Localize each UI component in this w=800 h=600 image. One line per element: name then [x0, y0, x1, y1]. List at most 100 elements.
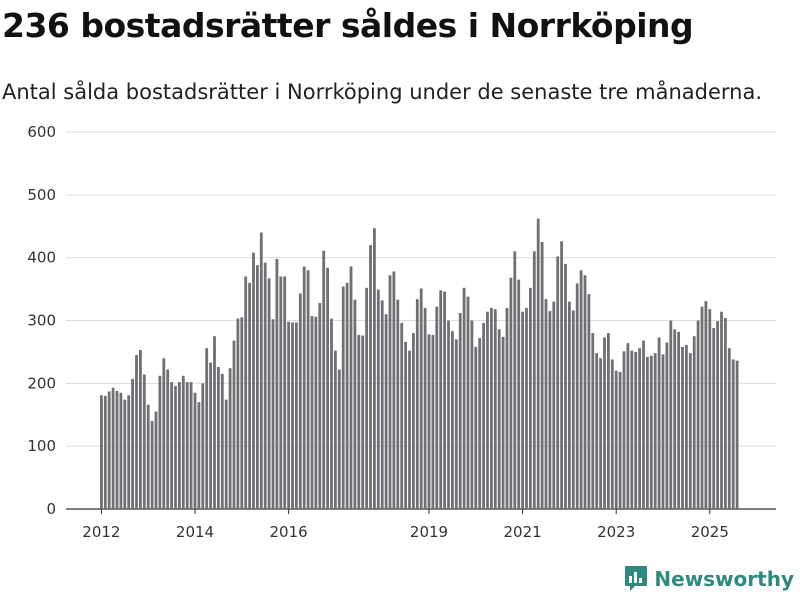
bar	[252, 252, 255, 509]
bar	[123, 399, 127, 509]
bar	[591, 333, 595, 509]
bar	[493, 309, 497, 509]
bar	[509, 277, 513, 509]
y-tick-label: 300	[27, 312, 56, 330]
bar	[642, 340, 645, 509]
bar	[673, 329, 677, 509]
bar	[451, 331, 454, 509]
bar	[466, 296, 470, 509]
bar	[373, 228, 376, 509]
bar	[353, 299, 357, 509]
bar	[587, 294, 591, 509]
bar	[240, 317, 244, 509]
bar	[708, 309, 712, 509]
bar	[127, 395, 131, 509]
bar	[178, 382, 181, 509]
bar	[318, 302, 322, 509]
bar	[638, 348, 641, 509]
bar	[517, 279, 521, 509]
bar	[263, 262, 267, 509]
bar	[181, 375, 185, 509]
bar	[575, 283, 579, 509]
bar	[322, 250, 326, 509]
bar	[564, 263, 567, 509]
page-subtitle: Antal sålda bostadsrätter i Norrköping u…	[2, 80, 762, 104]
bar	[482, 323, 485, 509]
bar	[357, 334, 361, 509]
x-tick-label: 2025	[691, 523, 729, 541]
bar	[135, 355, 138, 509]
bar	[700, 306, 704, 509]
bar	[291, 322, 294, 509]
bar	[478, 338, 482, 509]
bar	[337, 369, 341, 509]
bar	[115, 390, 119, 509]
bar	[634, 351, 638, 509]
bar	[532, 251, 536, 509]
y-tick-label: 400	[27, 249, 56, 267]
bar	[630, 350, 634, 509]
bar	[213, 336, 216, 509]
bar	[579, 270, 583, 509]
bar	[727, 348, 731, 509]
bar	[610, 359, 614, 509]
bar	[443, 291, 446, 509]
bar	[626, 343, 630, 509]
highlight-value-label: 236	[725, 0, 757, 5]
bar	[314, 316, 318, 509]
bar	[271, 319, 275, 509]
bar	[259, 232, 263, 509]
bar	[298, 293, 302, 509]
x-tick-label: 2019	[410, 523, 448, 541]
bar	[103, 395, 107, 509]
bar	[380, 300, 384, 509]
x-tick-label: 2012	[82, 523, 120, 541]
bar	[400, 323, 404, 509]
bar	[474, 346, 478, 509]
bar	[189, 382, 193, 509]
x-axis-tick-labels: 2012 2014 2016 2019 2021 2023 2025	[82, 509, 729, 541]
bar	[220, 373, 224, 509]
bar	[568, 301, 571, 509]
bar	[552, 301, 556, 509]
bar	[529, 287, 532, 509]
bar	[560, 241, 563, 509]
y-tick-label: 600	[27, 123, 56, 141]
bar	[458, 312, 462, 509]
bar	[295, 322, 298, 509]
bar	[107, 391, 111, 509]
bar	[603, 337, 606, 509]
bar	[505, 307, 509, 509]
bar	[341, 286, 345, 509]
y-tick-label: 100	[27, 437, 56, 455]
bar	[162, 358, 166, 509]
newsworthy-chart-logo-icon	[624, 565, 648, 592]
brand-footer[interactable]: Newsworthy	[624, 565, 794, 592]
data-labels: 236	[723, 0, 759, 7]
bar	[193, 392, 197, 509]
bar	[497, 329, 501, 509]
bar	[486, 311, 489, 509]
bar	[365, 287, 368, 509]
bar	[704, 301, 708, 509]
bar	[392, 271, 396, 509]
bar	[490, 307, 493, 509]
bar	[283, 276, 287, 509]
bar	[139, 350, 142, 509]
bar	[154, 411, 158, 509]
bar	[306, 270, 310, 509]
bar	[376, 289, 380, 509]
bar	[599, 358, 602, 509]
bar	[583, 275, 587, 509]
bar	[185, 382, 189, 509]
bar	[657, 337, 661, 509]
bar	[150, 421, 154, 509]
bar	[454, 339, 458, 509]
x-tick-label: 2014	[176, 523, 214, 541]
bar	[408, 350, 411, 509]
bar	[275, 258, 279, 509]
bar	[228, 368, 232, 509]
bar	[731, 359, 735, 509]
bar	[525, 307, 528, 509]
bar	[419, 288, 423, 509]
